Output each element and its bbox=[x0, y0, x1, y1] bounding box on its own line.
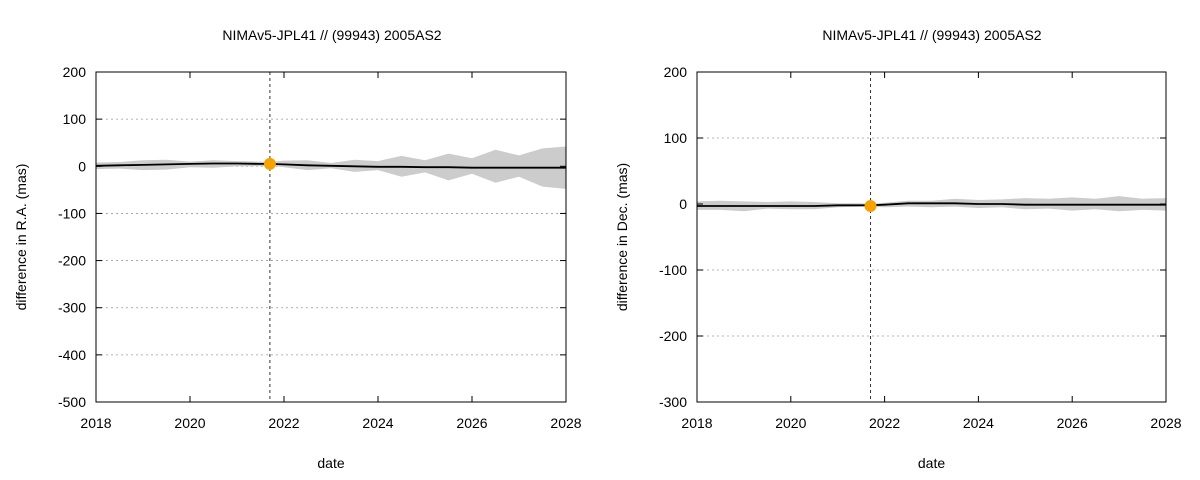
y-tick-label: 0 bbox=[78, 158, 86, 174]
y-tick-label: 200 bbox=[664, 64, 688, 80]
x-tick-label: 2020 bbox=[174, 415, 205, 431]
difference-line bbox=[95, 162, 566, 169]
y-tick-label: -300 bbox=[659, 394, 687, 410]
x-axis-label: date bbox=[317, 455, 344, 471]
y-tick-label: -100 bbox=[659, 262, 687, 278]
observation-marker bbox=[864, 199, 877, 212]
x-tick-label: 2018 bbox=[80, 415, 111, 431]
x-tick-label: 2024 bbox=[362, 415, 393, 431]
y-tick-label: 100 bbox=[664, 130, 688, 146]
x-tick-label: 2018 bbox=[681, 415, 712, 431]
y-tick-label: -100 bbox=[58, 205, 86, 221]
uncertainty-band bbox=[96, 146, 566, 189]
y-tick-label: -400 bbox=[58, 347, 86, 363]
y-tick-label: -200 bbox=[659, 328, 687, 344]
chart-title: NIMAv5-JPL41 // (99943) 2005AS2 bbox=[822, 27, 1041, 43]
x-tick-label: 2022 bbox=[869, 415, 900, 431]
y-axis-label: difference in Dec. (mas) bbox=[614, 163, 630, 311]
y-tick-label: -300 bbox=[58, 300, 86, 316]
x-tick-label: 2022 bbox=[268, 415, 299, 431]
y-tick-label: 0 bbox=[679, 196, 687, 212]
y-tick-label: 100 bbox=[63, 111, 87, 127]
plot-frame bbox=[95, 71, 567, 403]
x-tick-label: 2020 bbox=[775, 415, 806, 431]
x-tick-label: 2028 bbox=[550, 415, 581, 431]
x-axis-label: date bbox=[918, 455, 945, 471]
x-tick-label: 2026 bbox=[456, 415, 487, 431]
y-tick-label: -500 bbox=[58, 394, 86, 410]
y-tick-label: -200 bbox=[58, 253, 86, 269]
plot-frame bbox=[696, 71, 1167, 403]
chart-panel-dec: NIMAv5-JPL41 // (99943) 2005AS2 -300 -200 -… bbox=[614, 27, 1182, 471]
x-tick-label: 2026 bbox=[1057, 415, 1088, 431]
y-axis-label: difference in R.A. (mas) bbox=[13, 164, 29, 311]
x-tick-label: 2028 bbox=[1150, 415, 1181, 431]
difference-line bbox=[697, 202, 1166, 207]
x-tick-label: 2024 bbox=[963, 415, 994, 431]
chart-panel-ra: NIMAv5-JPL41 // (99943) 2005AS2 -500 -400 -… bbox=[13, 27, 582, 471]
y-tick-label: 200 bbox=[63, 64, 87, 80]
chart-title: NIMAv5-JPL41 // (99943) 2005AS2 bbox=[222, 27, 441, 43]
observation-marker bbox=[263, 157, 276, 170]
